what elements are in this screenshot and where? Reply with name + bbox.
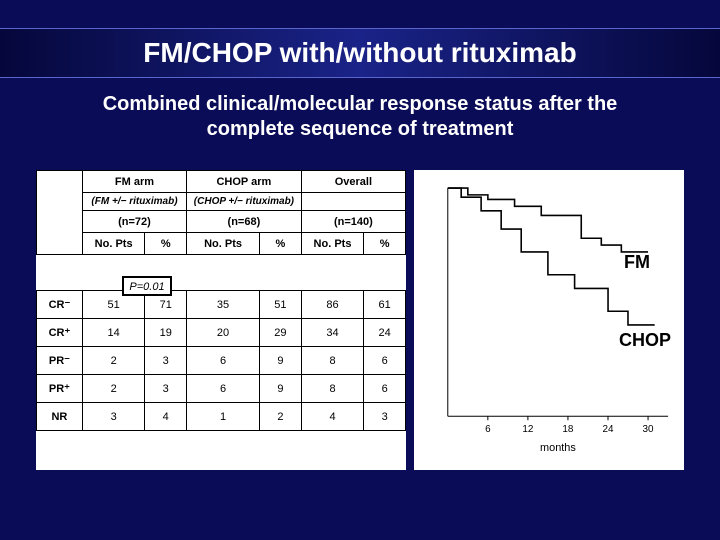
cell: 8 [301,347,364,375]
arm1-title: FM arm [82,171,186,193]
plot-axes [448,188,668,416]
cell: 8 [301,375,364,403]
cell: 4 [301,403,364,431]
row-label: CR⁻ [37,291,83,319]
overall-sub [301,193,405,211]
cell: 2 [260,403,302,431]
cell: 29 [260,319,302,347]
cell: 6 [364,347,406,375]
cell: 6 [187,347,260,375]
table-row: PR⁻236986 [37,347,406,375]
cell: 4 [145,403,187,431]
col-pts-2: No. Pts [187,233,260,255]
x-axis-label: months [540,442,576,454]
col-pts-1: No. Pts [82,233,145,255]
cell: 1 [187,403,260,431]
cell: 61 [364,291,406,319]
subtitle: Combined clinical/molecular response sta… [0,92,720,142]
series-label-fm: FM [624,252,650,273]
response-table-container: P=0.01 FM arm CHOP arm Overall (FM +/− r… [36,170,406,470]
cell: 2 [82,347,145,375]
cell: 3 [145,375,187,403]
page-title: FM/CHOP with/without rituximab [143,37,576,69]
subtitle-line2: complete sequence of treatment [207,118,514,140]
col-pts-3: No. Pts [301,233,364,255]
svg-text:18: 18 [562,424,574,435]
arm2-title: CHOP arm [187,171,302,193]
row-label: PR⁻ [37,347,83,375]
cell: 3 [82,403,145,431]
cell: 24 [364,319,406,347]
overall-n: (n=140) [301,211,405,233]
cell: 19 [145,319,187,347]
arm1-n: (n=72) [82,211,186,233]
cell: 3 [364,403,406,431]
cell: 6 [187,375,260,403]
cell: 86 [301,291,364,319]
col-pct-2: % [260,233,302,255]
cell: 51 [260,291,302,319]
corner-cell [37,171,83,255]
p-value-box: P=0.01 [122,276,172,296]
cell: 9 [260,347,302,375]
arm2-n: (n=68) [187,211,302,233]
table-row: CR⁻517135518661 [37,291,406,319]
table-row: PR⁺236986 [37,375,406,403]
cell: 20 [187,319,260,347]
title-bar: FM/CHOP with/without rituximab [0,28,720,78]
overall-title: Overall [301,171,405,193]
svg-text:12: 12 [522,424,534,435]
km-chart-container: 6 12 18 24 30 months FM CHOP [414,170,684,470]
series-label-chop: CHOP [619,330,671,351]
cell: 35 [187,291,260,319]
cell: 3 [145,347,187,375]
svg-text:6: 6 [485,424,491,435]
table-row: NR341243 [37,403,406,431]
cell: 2 [82,375,145,403]
km-chart: 6 12 18 24 30 months [420,176,678,464]
cell: 6 [364,375,406,403]
arm2-sub: (CHOP +/− rituximab) [187,193,302,211]
cell: 34 [301,319,364,347]
spacer-row [37,255,406,291]
svg-text:24: 24 [602,424,614,435]
content-row: P=0.01 FM arm CHOP arm Overall (FM +/− r… [36,170,684,470]
cell: 9 [260,375,302,403]
row-label: CR⁺ [37,319,83,347]
subtitle-line1: Combined clinical/molecular response sta… [103,93,618,115]
x-ticks: 6 12 18 24 30 [485,416,654,435]
row-label: NR [37,403,83,431]
table-body: CR⁻517135518661CR⁺141920293424PR⁻236986P… [37,255,406,431]
row-label: PR⁺ [37,375,83,403]
col-pct-1: % [145,233,187,255]
svg-text:30: 30 [643,424,655,435]
response-table: FM arm CHOP arm Overall (FM +/− rituxima… [36,170,406,431]
arm1-sub: (FM +/− rituximab) [82,193,186,211]
table-row: CR⁺141920293424 [37,319,406,347]
cell: 14 [82,319,145,347]
col-pct-3: % [364,233,406,255]
